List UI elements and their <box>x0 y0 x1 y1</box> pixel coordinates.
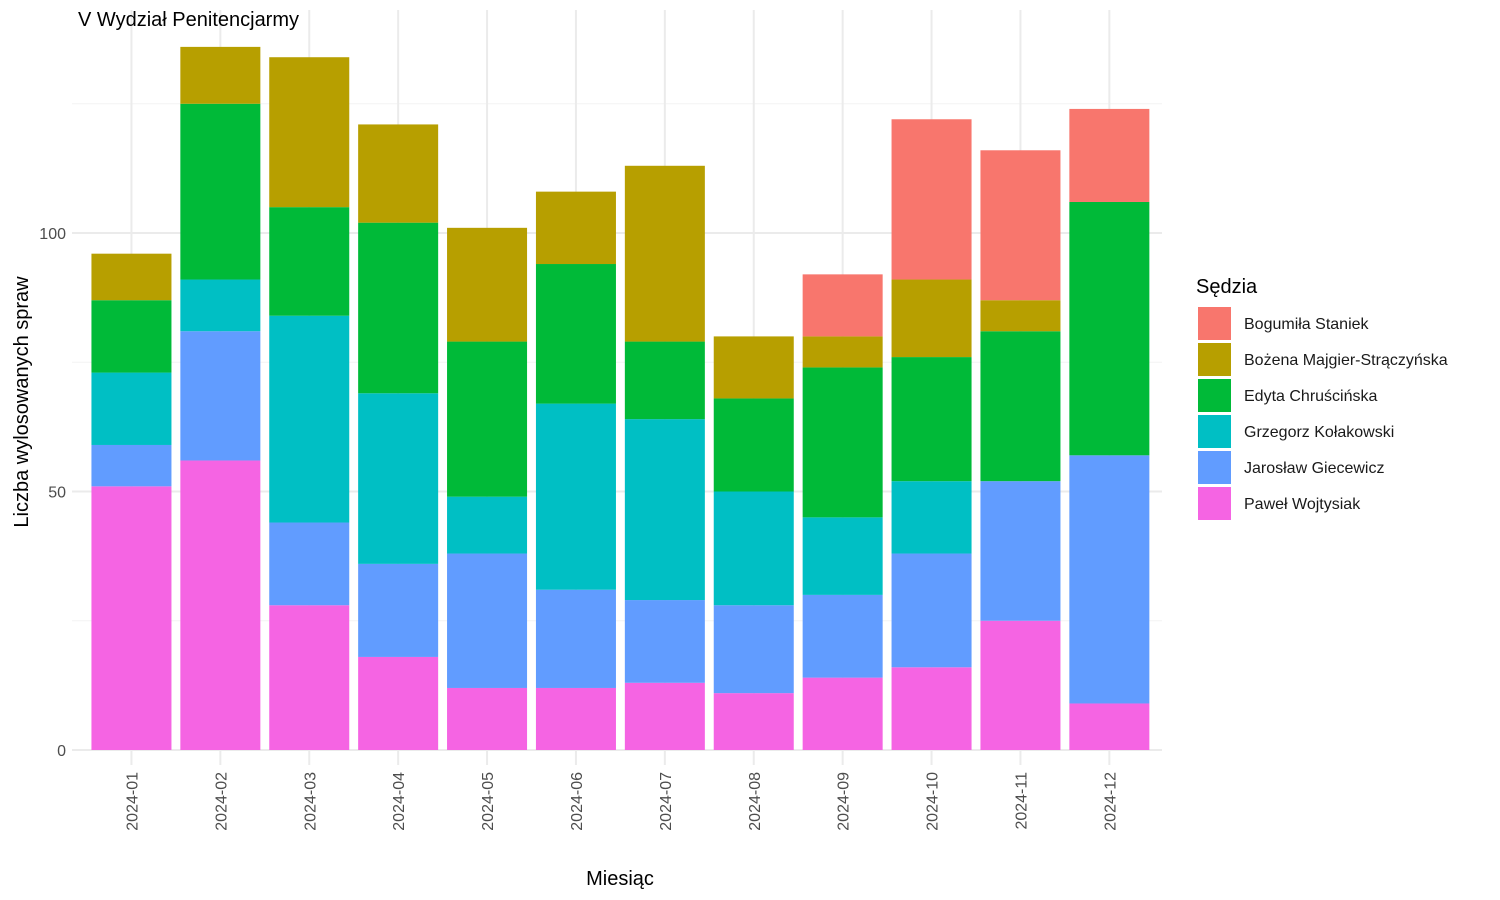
legend-swatch <box>1198 379 1231 412</box>
bar-segment <box>358 393 439 564</box>
bar-segment <box>802 594 883 678</box>
bar-segment <box>535 687 616 750</box>
x-tick-label: 2024-02 <box>213 772 230 831</box>
legend: Sędzia Bogumiła Staniek Bożena Majgier-St… <box>1196 276 1448 520</box>
legend-label: Grzegorz Kołakowski <box>1244 424 1394 441</box>
x-tick-label: 2024-09 <box>836 772 853 831</box>
bar-segment <box>980 150 1061 301</box>
bar-segment <box>1069 455 1150 704</box>
legend-label: Bożena Majgier-Strączyńska <box>1244 352 1448 369</box>
y-tick-label: 100 <box>39 226 66 243</box>
bar-segment <box>802 274 883 337</box>
x-tick-label: 2024-08 <box>747 772 764 831</box>
bar-segment <box>1069 703 1150 750</box>
bar-segment <box>358 222 439 394</box>
bar-segment <box>447 341 528 497</box>
bar-segment <box>1069 201 1150 456</box>
bar-segment <box>891 481 972 554</box>
x-tick-label: 2024-12 <box>1102 772 1119 831</box>
bar-segment <box>447 687 528 750</box>
bar-segment <box>980 481 1061 621</box>
bar-segment <box>358 563 439 657</box>
bar-segment <box>713 398 794 492</box>
bar-segment <box>1069 108 1150 202</box>
bar-segment <box>447 227 528 342</box>
x-tick-label: 2024-10 <box>925 772 942 831</box>
bar-segment <box>891 553 972 668</box>
bar-segment <box>713 491 794 606</box>
legend-swatch <box>1198 343 1231 376</box>
bars <box>91 46 1150 750</box>
bar-segment <box>358 656 439 750</box>
bar-segment <box>269 522 350 606</box>
y-axis-ticks: 0 50 100 <box>39 226 66 760</box>
x-tick-label: 2024-06 <box>569 772 586 831</box>
y-axis-title: Liczba wylosowanych spraw <box>11 276 33 528</box>
legend-title: Sędzia <box>1196 276 1258 298</box>
bar-segment <box>980 620 1061 750</box>
legend-swatch <box>1198 307 1231 340</box>
bar-segment <box>269 57 350 208</box>
x-tick-label: 2024-11 <box>1013 772 1030 830</box>
bar-segment <box>180 103 261 280</box>
bar-segment <box>535 589 616 688</box>
legend-label: Edyta Chruścińska <box>1244 388 1377 405</box>
bar-segment <box>802 367 883 518</box>
bar-segment <box>802 336 883 368</box>
bar-segment <box>624 165 705 342</box>
bar-segment <box>713 605 794 694</box>
bar-segment <box>447 496 528 554</box>
x-tick-label: 2024-04 <box>391 772 408 831</box>
y-tick-label: 0 <box>57 743 66 760</box>
legend-items: Bogumiła Staniek Bożena Majgier-Strączyńs… <box>1198 307 1448 520</box>
x-tick-label: 2024-01 <box>124 772 141 831</box>
bar-segment <box>91 372 172 445</box>
bar-segment <box>180 460 261 750</box>
bar-segment <box>358 124 439 223</box>
bar-segment <box>980 331 1061 482</box>
bar-segment <box>269 315 350 523</box>
legend-swatch <box>1198 487 1231 520</box>
x-axis-title: Miesiąc <box>586 868 654 890</box>
legend-label: Paweł Wojtysiak <box>1244 496 1361 513</box>
bar-segment <box>624 600 705 683</box>
bar-segment <box>713 336 794 399</box>
bar-segment <box>535 191 616 265</box>
bar-segment <box>180 331 261 461</box>
bar-segment <box>891 667 972 750</box>
bar-segment <box>624 682 705 750</box>
bar-segment <box>891 279 972 358</box>
bar-segment <box>91 300 172 373</box>
bar-segment <box>535 403 616 590</box>
bar-segment <box>802 517 883 595</box>
x-tick-label: 2024-05 <box>480 772 497 831</box>
bar-segment <box>713 693 794 750</box>
bar-segment <box>624 341 705 420</box>
bar-segment <box>891 357 972 482</box>
bar-segment <box>91 486 172 750</box>
x-tick-label: 2024-03 <box>302 772 319 831</box>
bar-segment <box>269 605 350 750</box>
bar-segment <box>535 264 616 404</box>
bar-segment <box>447 553 528 688</box>
x-axis-ticks: 2024-01 2024-02 2024-03 2024-04 2024-05 2024-… <box>124 772 1119 831</box>
chart-title: V Wydział Penitencjarmy <box>78 9 299 31</box>
bar-segment <box>980 300 1061 332</box>
legend-swatch <box>1198 415 1231 448</box>
bar-segment <box>802 677 883 750</box>
bar-segment <box>269 207 350 316</box>
y-tick-label: 50 <box>48 485 66 502</box>
bar-segment <box>180 279 261 332</box>
bar-segment <box>624 419 705 601</box>
bar-segment <box>891 119 972 280</box>
bar-segment <box>180 46 261 104</box>
legend-label: Jarosław Giecewicz <box>1244 460 1384 477</box>
legend-swatch <box>1198 451 1231 484</box>
bar-segment <box>91 444 172 487</box>
bar-segment <box>91 253 172 301</box>
legend-label: Bogumiła Staniek <box>1244 316 1370 333</box>
x-tick-label: 2024-07 <box>658 772 675 831</box>
